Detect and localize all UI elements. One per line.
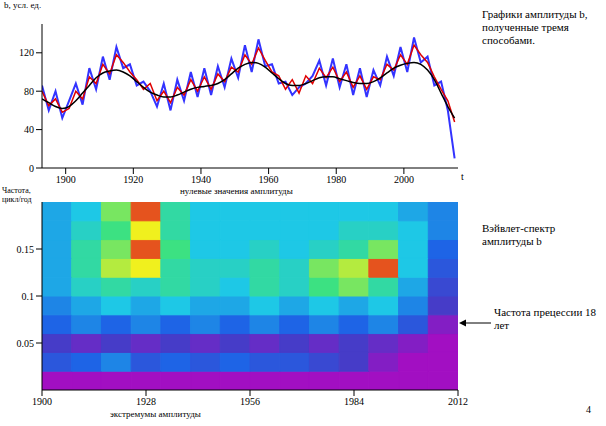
svg-text:0: 0 xyxy=(29,163,34,174)
svg-text:80: 80 xyxy=(24,86,34,97)
svg-text:0.1: 0.1 xyxy=(22,291,35,302)
svg-text:0.15: 0.15 xyxy=(17,244,35,255)
html-text:нулевые значения амплитуды: нулевые значения амплитуды xyxy=(180,186,293,196)
html-text:Частота прецессии 18 лет: Частота прецессии 18 лет xyxy=(494,306,597,331)
svg-text:2012: 2012 xyxy=(448,396,468,407)
svg-text:120: 120 xyxy=(19,47,34,58)
svg-text:1928: 1928 xyxy=(136,396,156,407)
svg-text:1900: 1900 xyxy=(32,396,52,407)
svg-text:1960: 1960 xyxy=(259,174,279,185)
html-text:t: t xyxy=(461,171,464,182)
svg-text:1900: 1900 xyxy=(56,174,76,185)
svg-text:1984: 1984 xyxy=(344,396,364,407)
svg-text:1956: 1956 xyxy=(240,396,260,407)
html-text:экстремумы амплитуды: экстремумы амплитуды xyxy=(110,409,201,419)
svg-text:1940: 1940 xyxy=(191,174,211,185)
svg-text:1980: 1980 xyxy=(326,174,346,185)
svg-text:0.05: 0.05 xyxy=(17,338,35,349)
svg-text:1920: 1920 xyxy=(123,174,143,185)
html-text:Вэйвлет-спектр амплитуды b: Вэйвлет-спектр амплитуды b xyxy=(482,222,556,247)
html-text:b, усл. ед.: b, усл. ед. xyxy=(4,0,42,10)
html-text:Частота, цикл/год: Частота, цикл/год xyxy=(2,186,32,204)
html-text:Графики амплитуды b, полученны: Графики амплитуды b, полученные тремя сп… xyxy=(482,8,588,46)
html-text:4: 4 xyxy=(586,404,591,415)
svg-text:40: 40 xyxy=(24,124,34,135)
svg-text:2000: 2000 xyxy=(394,174,414,185)
